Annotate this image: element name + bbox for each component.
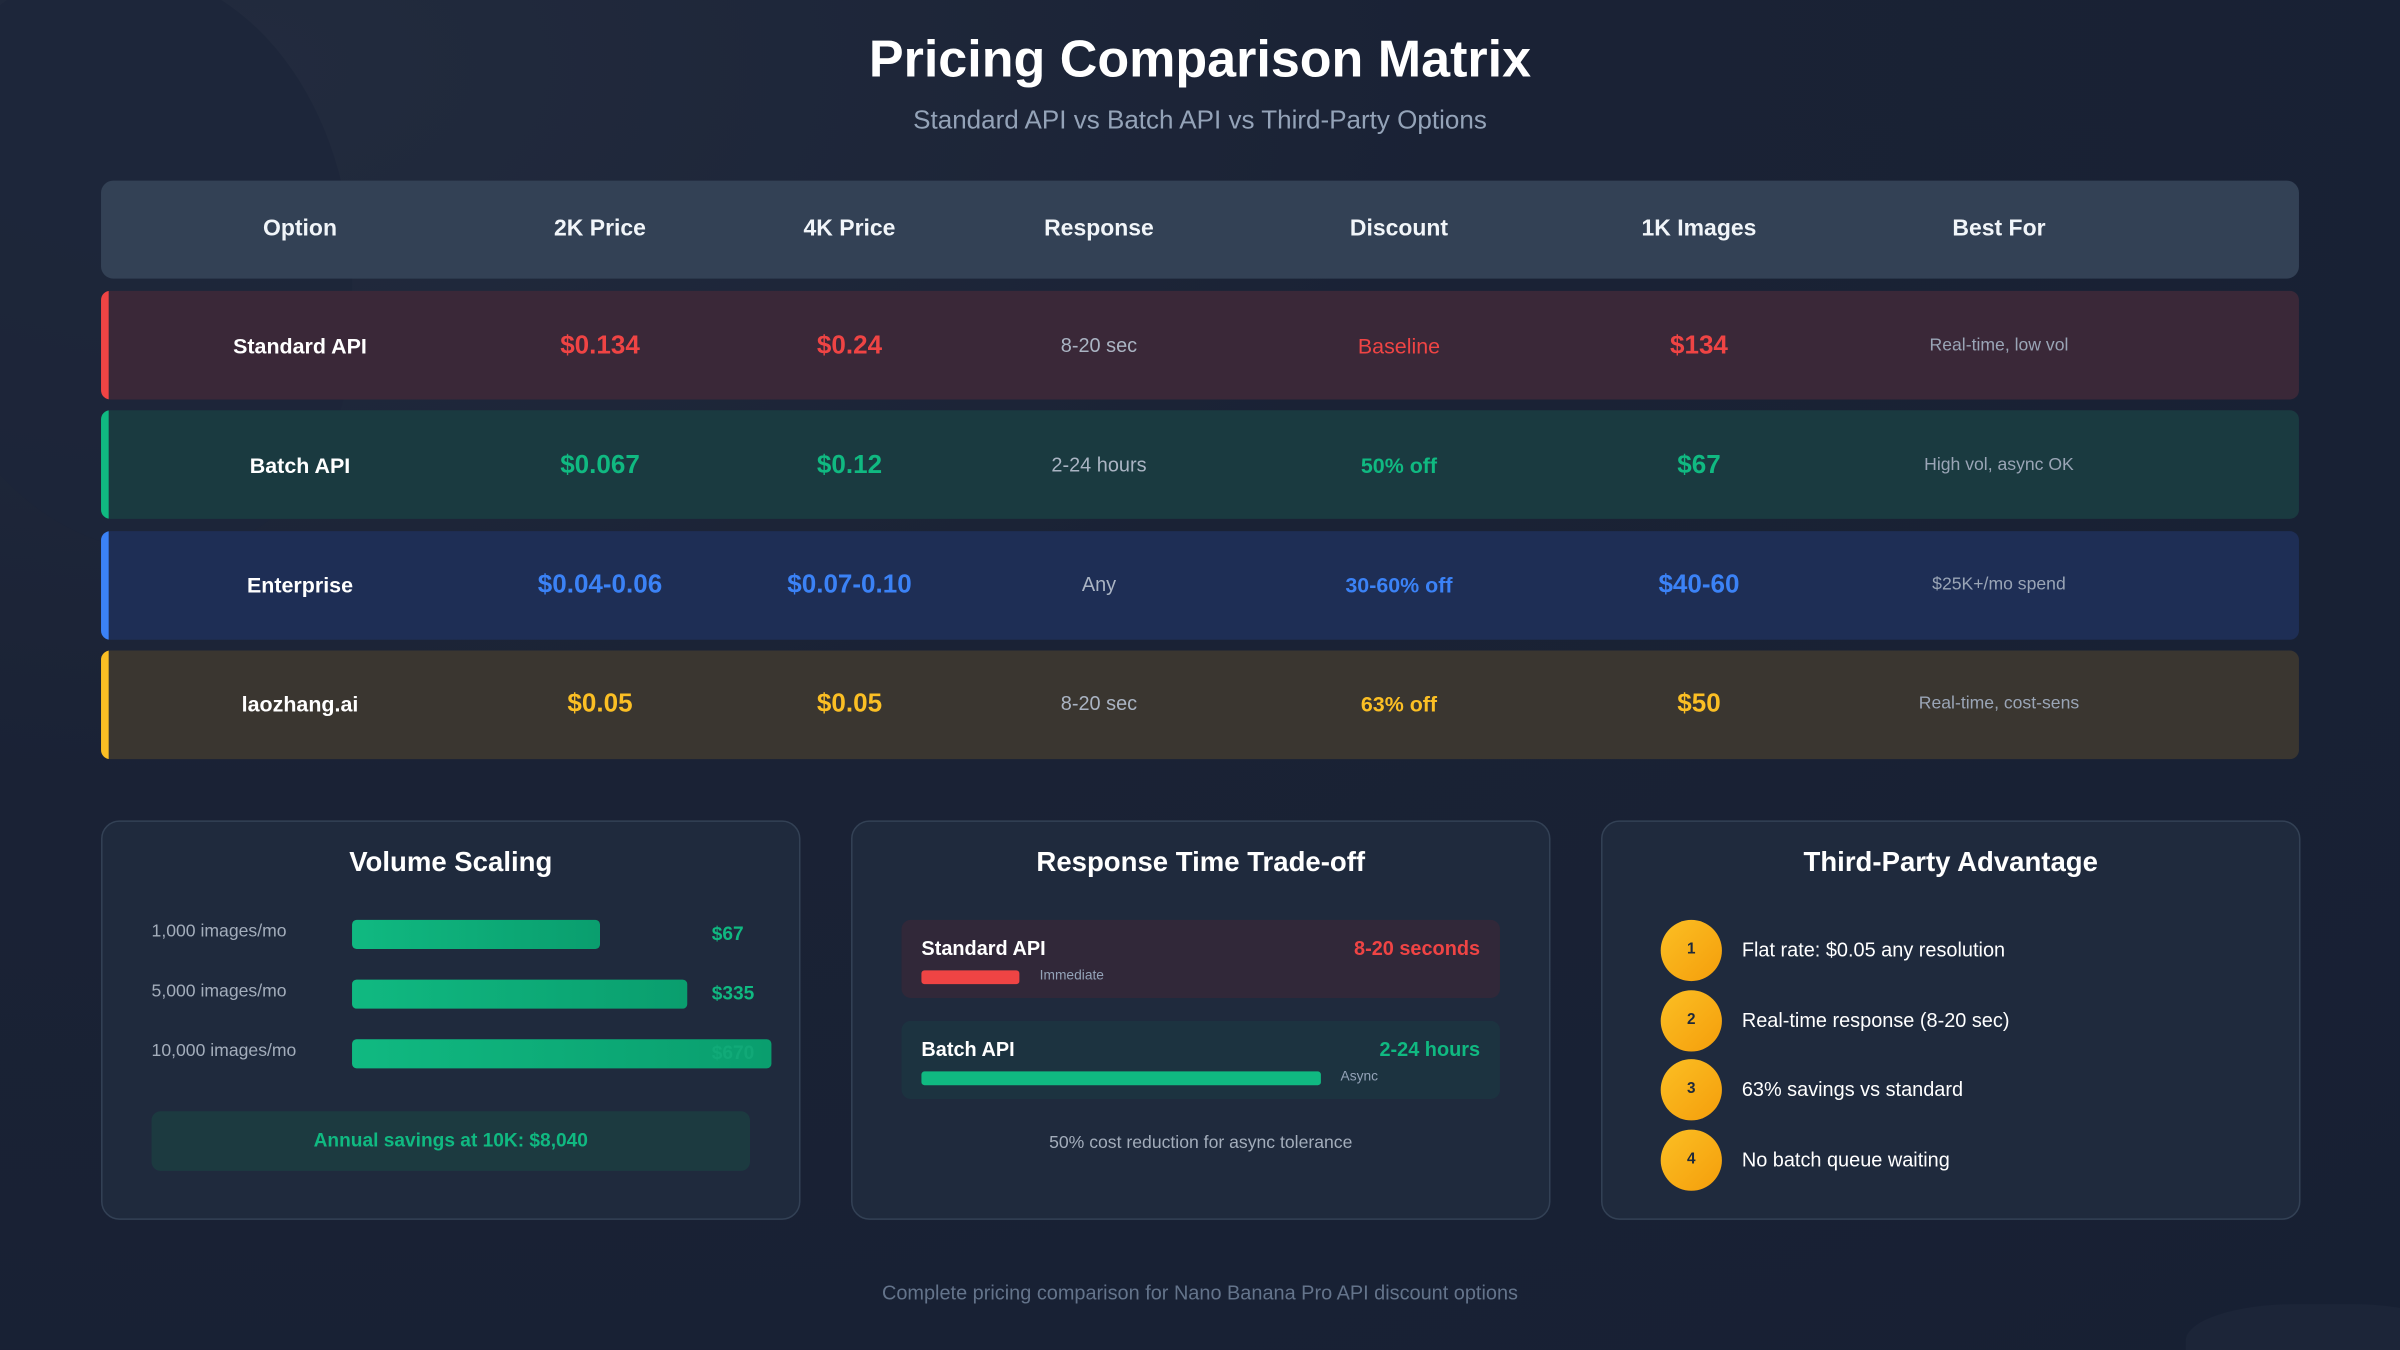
number-badge: 4 bbox=[1660, 1129, 1722, 1191]
response-bar-track bbox=[921, 1071, 1500, 1086]
advantage-item: 2 Real-time response (8-20 sec) bbox=[1660, 989, 2273, 1052]
cell-price-4k: $0.24 bbox=[816, 329, 883, 359]
cell-discount: 63% off bbox=[1360, 692, 1438, 717]
header-4k-price: 4K Price bbox=[803, 215, 896, 242]
number-badge: 1 bbox=[1660, 919, 1722, 982]
cell-response: 8-20 sec bbox=[1060, 692, 1138, 716]
table-header: Option 2K Price 4K Price Response Discou… bbox=[101, 180, 2299, 279]
cell-price-2k: $0.067 bbox=[560, 449, 640, 479]
volume-label: 1,000 images/mo bbox=[151, 922, 287, 942]
volume-bar bbox=[352, 1039, 772, 1069]
advantage-text: Real-time response (8-20 sec) bbox=[1741, 1008, 2010, 1032]
header-1k-images: 1K Images bbox=[1641, 215, 1757, 242]
row-accent bbox=[101, 530, 109, 640]
response-note: 50% cost reduction for async tolerance bbox=[1049, 1134, 1353, 1153]
header-option: Option bbox=[263, 215, 337, 242]
volume-value: $670 bbox=[711, 1042, 755, 1064]
response-item-time: 2-24 hours bbox=[1379, 1037, 1481, 1061]
response-item-tag: Immediate bbox=[1039, 967, 1104, 983]
response-item-time: 8-20 seconds bbox=[1354, 936, 1481, 960]
advantage-text: No batch queue waiting bbox=[1741, 1148, 1950, 1172]
response-item-name: Standard API bbox=[921, 936, 1046, 960]
footer-caption: Complete pricing comparison for Nano Ban… bbox=[881, 1281, 1518, 1305]
response-bar bbox=[921, 1071, 1321, 1086]
header-response: Response bbox=[1044, 215, 1154, 242]
cell-price-4k: $0.07-0.10 bbox=[787, 569, 912, 599]
panel-title: Response Time Trade-off bbox=[1036, 846, 1366, 878]
volume-label: 10,000 images/mo bbox=[151, 1042, 297, 1061]
annual-savings: Annual savings at 10K: $8,040 bbox=[151, 1111, 750, 1171]
response-item: Batch API 2-24 hours Async bbox=[901, 1020, 1500, 1099]
cell-price-2k: $0.134 bbox=[560, 329, 640, 359]
panel-title: Volume Scaling bbox=[349, 846, 553, 878]
advantage-item: 3 63% savings vs standard bbox=[1660, 1059, 2273, 1121]
row-accent bbox=[101, 650, 109, 760]
cell-images-1k: $67 bbox=[1677, 449, 1721, 479]
cell-images-1k: $134 bbox=[1670, 329, 1728, 359]
response-bar bbox=[921, 970, 1020, 985]
cell-images-1k: $40-60 bbox=[1658, 569, 1740, 599]
volume-label: 5,000 images/mo bbox=[151, 982, 287, 1002]
advantage-text: 63% savings vs standard bbox=[1741, 1078, 1964, 1102]
cell-option: Standard API bbox=[233, 332, 367, 358]
response-item-name: Batch API bbox=[921, 1037, 1015, 1061]
volume-value: $335 bbox=[711, 982, 755, 1005]
header-discount: Discount bbox=[1349, 215, 1449, 242]
table-row: Standard API $0.134 $0.24 8-20 sec Baseline $… bbox=[101, 290, 2299, 400]
volume-bar-track bbox=[352, 1039, 772, 1069]
cell-response: 8-20 sec bbox=[1060, 332, 1138, 356]
advantage-text: Flat rate: $0.05 any resolution bbox=[1741, 938, 2006, 962]
response-bar-track bbox=[921, 970, 1500, 985]
volume-scaling-panel: Volume Scaling 1,000 images/mo $67 5,000 i… bbox=[101, 820, 801, 1220]
third-party-advantage-panel: Third-Party Advantage 1 Flat rate: $0.05 … bbox=[1601, 820, 2301, 1220]
volume-bar-track bbox=[352, 919, 771, 949]
page-subtitle: Standard API vs Batch API vs Third-Party… bbox=[913, 105, 1487, 135]
cell-option: Enterprise bbox=[247, 572, 353, 598]
page-title: Pricing Comparison Matrix bbox=[868, 30, 1532, 89]
cell-best-for: Real-time, low vol bbox=[1929, 335, 2069, 355]
response-time-panel: Response Time Trade-off Standard API 8-20… bbox=[851, 820, 1551, 1220]
row-accent bbox=[101, 410, 109, 520]
response-item: Standard API 8-20 seconds Immediate bbox=[901, 919, 1500, 998]
cell-price-4k: $0.05 bbox=[816, 689, 883, 719]
table-row: Enterprise $0.04-0.06 $0.07-0.10 Any 30-60% … bbox=[101, 530, 2299, 640]
background-decoration bbox=[2185, 1304, 2400, 1350]
volume-value: $67 bbox=[711, 922, 744, 945]
number-badge: 2 bbox=[1660, 989, 1722, 1052]
advantage-item: 4 No batch queue waiting bbox=[1660, 1129, 2273, 1191]
cell-response: 2-24 hours bbox=[1051, 452, 1147, 476]
cell-option: Batch API bbox=[249, 452, 351, 478]
cell-discount: Baseline bbox=[1357, 332, 1441, 358]
volume-bar-track bbox=[352, 979, 771, 1009]
header-best-for: Best For bbox=[1952, 215, 2046, 242]
header-2k-price: 2K Price bbox=[554, 215, 646, 242]
advantage-item: 1 Flat rate: $0.05 any resolution bbox=[1660, 919, 2273, 982]
cell-discount: 30-60% off bbox=[1345, 572, 1453, 598]
cell-discount: 50% off bbox=[1360, 452, 1438, 478]
cell-best-for: Real-time, cost-sens bbox=[1918, 695, 2080, 714]
cell-images-1k: $50 bbox=[1677, 689, 1721, 719]
table-row: laozhang.ai $0.05 $0.05 8-20 sec 63% off $50 R… bbox=[101, 650, 2299, 760]
volume-bar bbox=[352, 979, 688, 1009]
cell-best-for: High vol, async OK bbox=[1924, 455, 2074, 475]
table-row: Batch API $0.067 $0.12 2-24 hours 50% off $67… bbox=[101, 410, 2299, 520]
volume-bar bbox=[352, 919, 600, 949]
response-item-tag: Async bbox=[1340, 1068, 1379, 1084]
number-badge: 3 bbox=[1660, 1059, 1722, 1121]
row-accent bbox=[101, 290, 109, 400]
cell-price-2k: $0.05 bbox=[567, 689, 633, 719]
cell-price-4k: $0.12 bbox=[816, 449, 883, 479]
cell-price-2k: $0.04-0.06 bbox=[537, 569, 663, 599]
cell-response: Any bbox=[1081, 572, 1117, 596]
panel-title: Third-Party Advantage bbox=[1803, 846, 2098, 878]
cell-best-for: $25K+/mo spend bbox=[1932, 575, 2066, 595]
cell-option: laozhang.ai bbox=[241, 692, 359, 717]
